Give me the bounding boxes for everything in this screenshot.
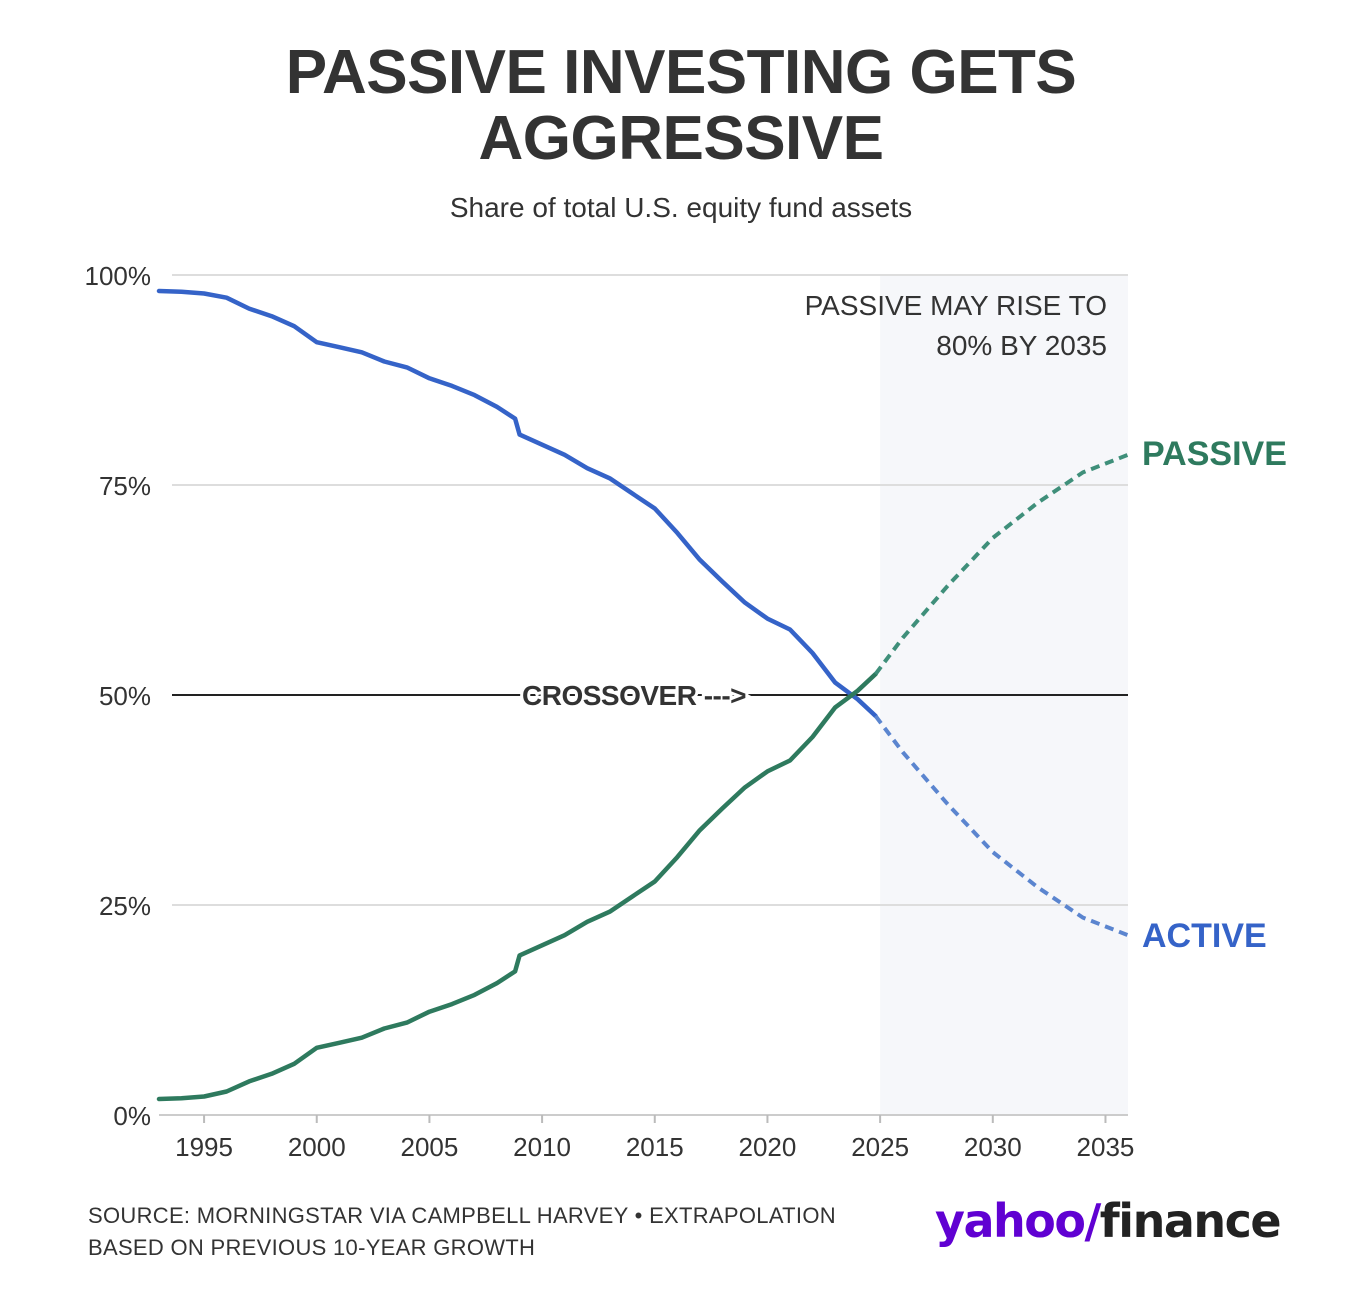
x-tick-label: 2035 [1077, 1132, 1135, 1162]
passive-series-label: PASSIVE [1142, 435, 1287, 473]
y-tick-label: 25% [99, 891, 151, 921]
y-axis-ticks: 0% 25% 50% 75% 100% [85, 261, 152, 1131]
passive-series-line [156, 671, 878, 1102]
active-series-line [156, 288, 878, 719]
y-tick-label: 75% [99, 471, 151, 501]
y-tick-label: 100% [85, 261, 152, 291]
x-tick-label: 2025 [851, 1132, 909, 1162]
active-projection-line [874, 714, 1129, 938]
source-note: SOURCE: MORNINGSTAR VIA CAMPBELL HARVEY … [88, 1200, 836, 1264]
x-tick-label: 1995 [175, 1132, 233, 1162]
x-tick-label: 2015 [626, 1132, 684, 1162]
source-line-2: BASED ON PREVIOUS 10-YEAR GROWTH [88, 1235, 536, 1260]
y-tick-label: 50% [99, 681, 151, 711]
source-line-1: SOURCE: MORNINGSTAR VIA CAMPBELL HARVEY … [88, 1203, 836, 1228]
passive-projection-line [874, 452, 1129, 676]
y-tick-label: 0% [113, 1101, 151, 1131]
projection-note-line-1: PASSIVE MAY RISE TO [805, 290, 1107, 321]
x-tick-label: 2020 [739, 1132, 797, 1162]
x-axis-ticks: 1995 2000 2005 2010 2015 2020 2025 2030 2035 [175, 1115, 1134, 1162]
chart-subtitle: Share of total U.S. equity fund assets [449, 192, 913, 223]
title-line-2: AGGRESSIVE [478, 104, 885, 173]
yahoo-finance-logo: yahoo/finance [935, 1194, 1282, 1248]
active-series-label: ACTIVE [1142, 917, 1267, 955]
chart-title: PASSIVE INVESTING GETS AGGRESSIVE [0, 40, 1362, 172]
y-gridlines [172, 274, 1128, 906]
x-tick-label: 2000 [288, 1132, 346, 1162]
title-line-1: PASSIVE INVESTING GETS [285, 38, 1077, 107]
x-tick-label: 2030 [964, 1132, 1022, 1162]
line-chart: 0% 25% 50% 75% 100% 1995 2000 2005 2010 2015 2020… [85, 261, 1287, 1162]
crossover-annotation: CROSSOVER ---> [522, 680, 746, 711]
x-tick-label: 2010 [513, 1132, 571, 1162]
x-tick-label: 2005 [400, 1132, 458, 1162]
projection-note-line-2: 80% BY 2035 [936, 330, 1107, 361]
